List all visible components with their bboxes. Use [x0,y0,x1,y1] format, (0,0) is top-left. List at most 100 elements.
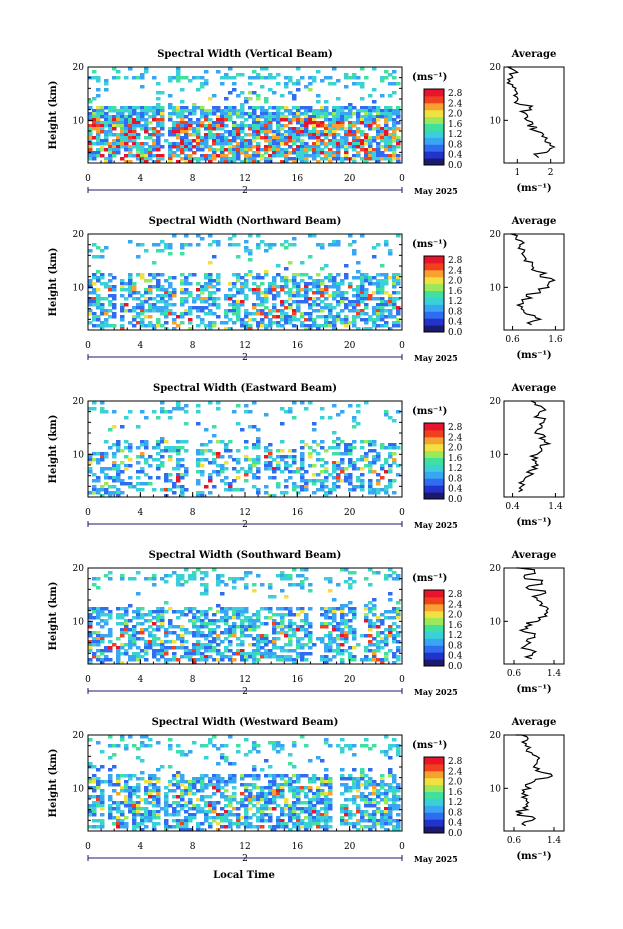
heatmap-cell [184,124,189,128]
heatmap-cell [156,133,161,137]
heatmap-cell [160,625,165,629]
heatmap-cell [340,792,345,796]
heatmap-cell [368,115,373,119]
heatmap-cell [232,813,237,817]
heatmap-cell [292,127,297,131]
heatmap-cell [132,306,137,310]
heatmap-cell [384,792,389,796]
heatmap-cell [272,595,277,599]
heatmap-cell [196,649,201,653]
heatmap-cell [220,109,225,113]
heatmap-cell [200,798,205,802]
heatmap-cell [392,70,397,74]
colorbar-swatch [424,102,444,111]
heatmap-cell [388,133,393,137]
heatmap-cell [144,473,149,477]
heatmap-cell [288,288,293,292]
heatmap-cell [216,106,221,110]
heatmap-cell [184,297,189,301]
heatmap-cell [140,124,145,128]
heatmap-cell [176,637,181,641]
heatmap-cell [156,97,161,101]
heatmap-cell [196,288,201,292]
heatmap-cell [164,631,169,635]
heatmap-cell [336,154,341,158]
heatmap-cell [256,461,261,465]
heatmap-cell [188,312,193,316]
heatmap-cell [236,279,241,283]
heatmap-cell [300,300,305,304]
heatmap-cell [276,291,281,295]
heatmap-cell [136,476,141,480]
heatmap-cell [244,246,249,250]
heatmap-cell [212,124,217,128]
heatmap-cell [116,112,121,116]
heatmap-cell [256,646,261,650]
heatmap-cell [360,157,365,161]
heatmap-cell [332,598,337,602]
heatmap-cell [252,121,257,125]
heatmap-cell [188,610,193,614]
heatmap-cell [284,807,289,811]
heatmap-cell [236,115,241,119]
heatmap-cell [88,106,93,110]
heatmap-cell [288,79,293,83]
heatmap-cell [248,622,253,626]
heatmap-cell [300,628,305,632]
heatmap-cell [268,291,273,295]
heatmap-cell [128,109,133,113]
heatmap-cell [312,297,317,301]
heatmap-cell [264,148,269,152]
heatmap-cell [364,312,369,316]
heatmap-cell [212,279,217,283]
heatmap-cell [344,291,349,295]
heatmap-cell [148,810,153,814]
heatmap-cell [100,306,105,310]
heatmap-cell [356,261,361,265]
heatmap-cell [320,607,325,611]
heatmap-cell [188,786,193,790]
heatmap-cell [320,440,325,444]
heatmap-cell [376,634,381,638]
heatmap-cell [196,458,201,462]
heatmap-cell [376,112,381,116]
heatmap-cell [388,774,393,778]
heatmap-cell [332,118,337,122]
heatmap-cell [176,801,181,805]
heatmap-cell [332,476,337,480]
heatmap-cell [340,291,345,295]
heatmap-cell [328,309,333,313]
heatmap-cell [196,294,201,298]
heatmap-cell [308,312,313,316]
heatmap-cell [248,470,253,474]
heatmap-cell [200,115,205,119]
heatmap-cell [288,476,293,480]
heatmap-cell [100,327,105,330]
heatmap-cell [92,312,97,316]
heatmap-cell [172,625,177,629]
heatmap-cell [292,94,297,98]
heatmap-cell [372,607,377,611]
heatmap-cell [228,488,233,492]
heatmap-cell [280,807,285,811]
heatmap-cell [88,658,93,662]
heatmap-cell [180,488,185,492]
heatmap-cell [244,249,249,253]
heatmap-cell [256,243,261,247]
heatmap-cell [108,115,113,119]
heatmap-cell [100,142,105,146]
heatmap-cell [120,294,125,298]
heatmap-cell [332,616,337,620]
heatmap-cell [224,488,229,492]
heatmap-cell [136,133,141,137]
heatmap-cell [384,70,389,74]
heatmap-cell [88,640,93,644]
heatmap-cell [380,133,385,137]
heatmap-cell [192,646,197,650]
heatmap-cell [160,464,165,468]
heatmap-cell [368,464,373,468]
heatmap-cell [184,160,189,163]
heatmap-cell [204,458,209,462]
heatmap-cell [92,300,97,304]
heatmap-cell [244,795,249,799]
